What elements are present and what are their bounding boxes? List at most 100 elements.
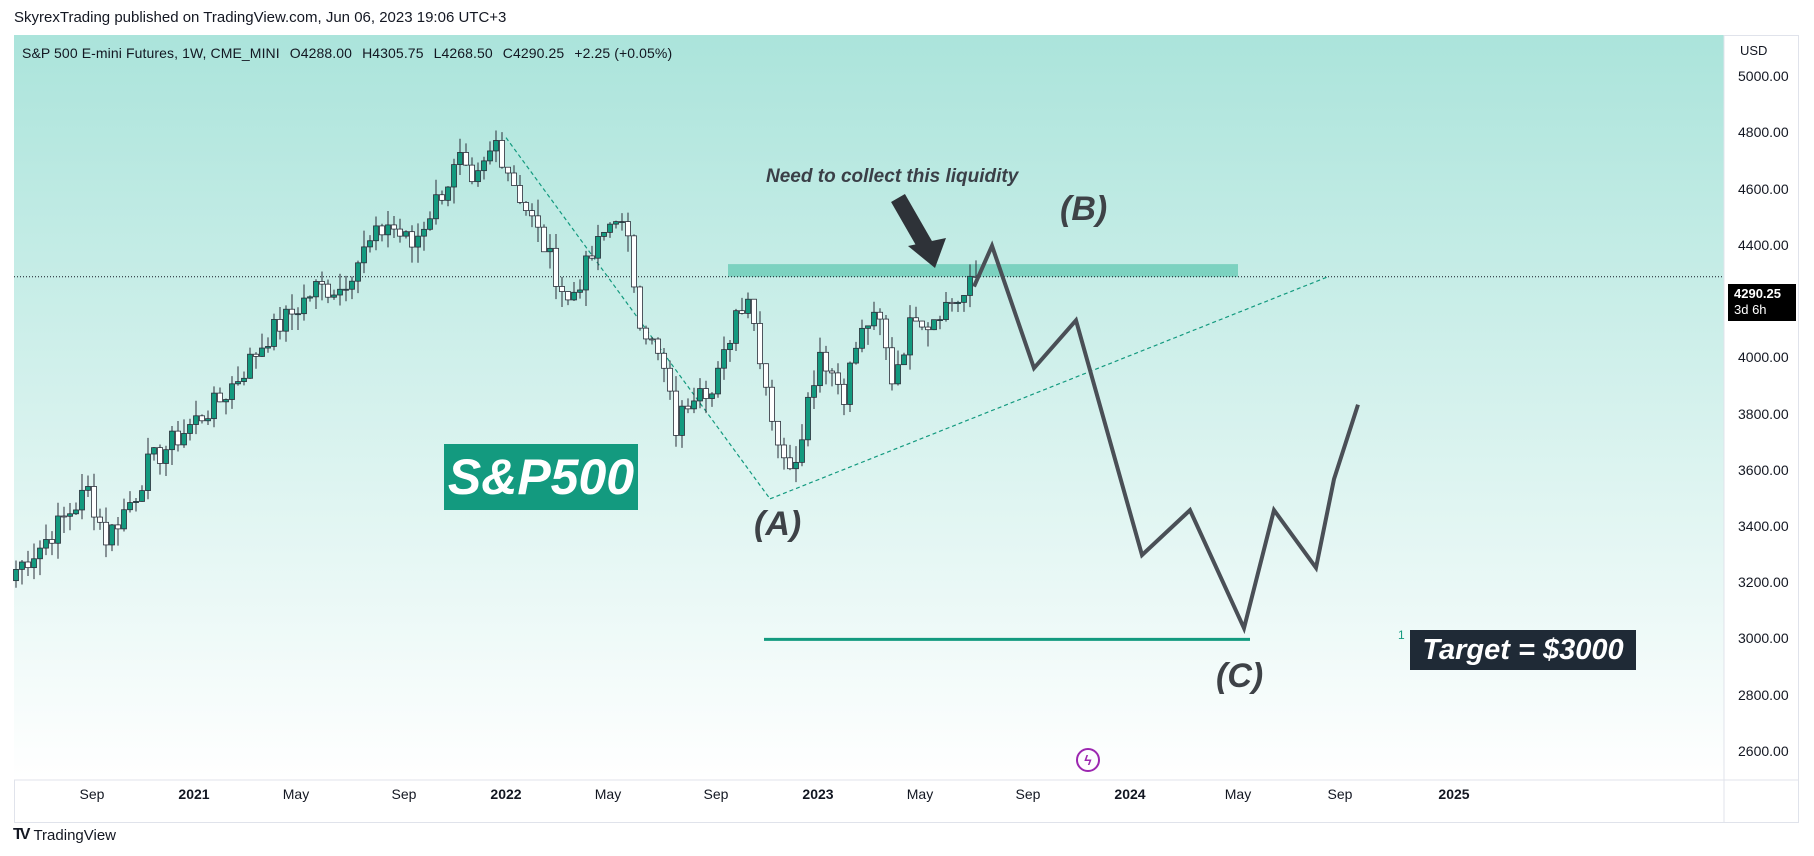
candle-body [523, 202, 529, 211]
candle-body [181, 433, 187, 446]
candle-body [919, 320, 925, 328]
candle-body [727, 342, 733, 351]
candle-body [343, 288, 349, 291]
candle-body [949, 301, 955, 305]
candle-body [133, 501, 139, 503]
candle-body [955, 301, 961, 305]
last-price-value: 4290.25 [1734, 286, 1781, 301]
candle-body [259, 347, 265, 357]
candle-body [703, 388, 709, 399]
candle-body [793, 461, 799, 470]
arrow-shaft [891, 194, 932, 249]
candle-body [673, 390, 679, 436]
candle-body [241, 377, 247, 382]
candle-body [319, 281, 325, 285]
candle-body [649, 338, 655, 341]
candle-body [457, 152, 463, 166]
triangle-uptrend-line [769, 276, 1329, 500]
x-tick-label: May [1224, 786, 1252, 802]
candle-body [37, 547, 43, 560]
last-price-tag: 4290.25 3d 6h [1728, 284, 1796, 321]
symbol-info: S&P 500 E-mini Futures, 1W, CME_MINI O42… [22, 45, 678, 61]
candle-body [835, 372, 841, 385]
candle-body [391, 224, 397, 230]
candle-body [517, 185, 523, 203]
candle-body [625, 221, 631, 237]
candle-body [685, 405, 691, 410]
candle-body [763, 363, 769, 388]
candle-body [379, 225, 385, 236]
target-marker: 1 [1398, 628, 1405, 642]
candle-body [655, 338, 661, 354]
candle-body [739, 310, 745, 314]
currency-label[interactable]: USD [1740, 43, 1768, 58]
candle-body [445, 186, 451, 201]
candle-body [757, 323, 763, 365]
candle-body [481, 160, 487, 172]
candle-body [463, 152, 469, 166]
candle-body [451, 164, 457, 188]
candle-body [829, 370, 835, 374]
candle-body [943, 301, 949, 321]
candle-body [805, 396, 811, 441]
candle-body [307, 296, 313, 299]
candle-body [895, 364, 901, 385]
candle-body [745, 298, 751, 314]
candle-body [361, 246, 367, 264]
candle-body [817, 351, 823, 387]
candle-body [331, 294, 337, 298]
x-tick-label: May [282, 786, 310, 802]
candle-body [25, 561, 31, 569]
candle-body [151, 447, 157, 455]
candle-body [475, 170, 481, 183]
ohlc-open: O4288.00 [289, 45, 353, 61]
candle-body [295, 313, 301, 316]
tradingview-logo-icon: TV [13, 826, 31, 843]
x-tick-label: May [906, 786, 934, 802]
candle-body [427, 218, 433, 230]
candle-body [823, 351, 829, 372]
candle-body [865, 325, 871, 329]
candle-body [19, 561, 25, 570]
y-tick-label: 4600.00 [1738, 180, 1789, 197]
candle-body [13, 568, 19, 582]
x-tick-label: Sep [391, 786, 417, 802]
candle-body [877, 311, 883, 320]
candle-body [925, 326, 931, 331]
candle-body [103, 521, 109, 546]
x-tick-label: Sep [79, 786, 105, 802]
candle-body [871, 311, 877, 327]
candle-body [751, 298, 757, 324]
candle-body [547, 247, 553, 253]
candle-body [775, 420, 781, 446]
candle-body [721, 349, 727, 369]
candle-body [733, 310, 739, 344]
candle-body [121, 509, 127, 530]
candle-body [505, 166, 511, 174]
candle-body [541, 226, 547, 253]
arrow-head [908, 238, 946, 268]
candle-body [397, 228, 403, 237]
wave-label-a: (A) [754, 504, 802, 543]
candle-body [421, 228, 427, 237]
candle-body [265, 346, 271, 349]
lightning-icon[interactable]: ϟ [1076, 748, 1100, 772]
candle-body [931, 319, 937, 331]
candle-body [643, 327, 649, 340]
candle-body [229, 383, 235, 400]
candle-body [883, 318, 889, 349]
candle-body [313, 281, 319, 298]
x-tick-label: 2023 [802, 786, 834, 802]
candle-body [841, 383, 847, 405]
candle-body [235, 381, 241, 385]
y-tick-label: 4400.00 [1738, 236, 1789, 253]
candle-body [493, 140, 499, 152]
candle-body [799, 439, 805, 463]
projection-polyline [972, 240, 1360, 635]
candle-body [601, 231, 607, 237]
candle-body [169, 430, 175, 451]
footer-logo[interactable]: TV TradingView [13, 824, 116, 846]
candle-body [253, 353, 259, 357]
candle-body [691, 400, 697, 410]
